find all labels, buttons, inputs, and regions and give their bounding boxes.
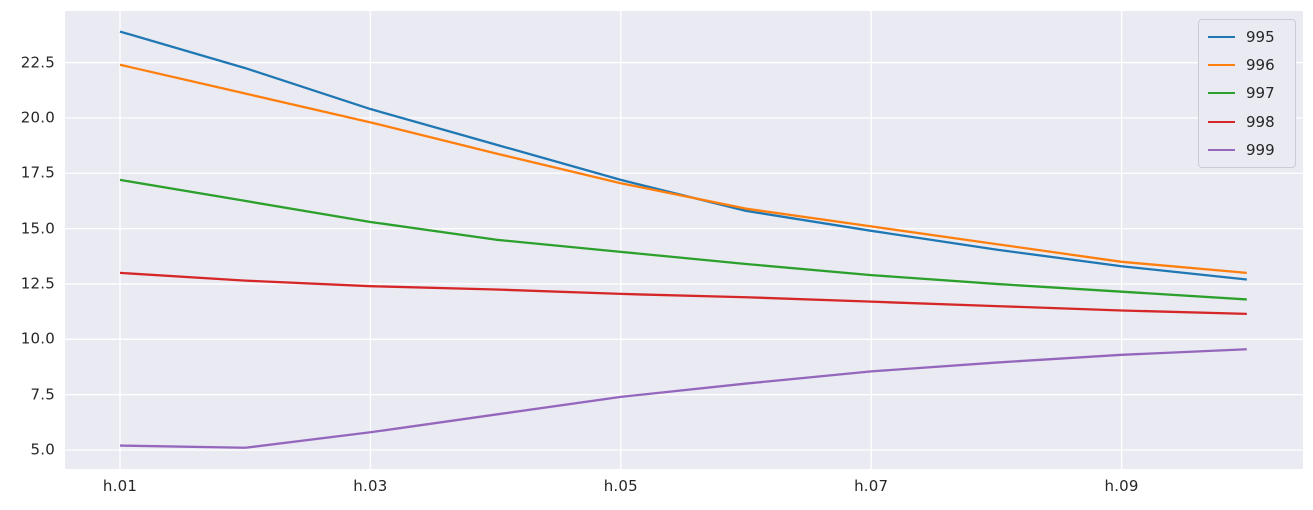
legend-line-sample-icon [1208, 120, 1235, 123]
legend-label: 999 [1246, 140, 1275, 159]
x-tick-label: h.07 [854, 477, 889, 495]
y-tick-label: 22.5 [20, 53, 55, 72]
legend-item-999: 999 [1208, 136, 1287, 164]
legend-label: 997 [1246, 84, 1275, 103]
legend-line-sample-icon [1208, 36, 1235, 39]
legend-line-sample-icon [1208, 148, 1235, 151]
plot-area [65, 11, 1303, 469]
x-tick-label: h.05 [603, 477, 638, 495]
legend: 995 996 997 998 999 [1198, 19, 1296, 168]
y-tick-label: 5.0 [30, 440, 55, 459]
y-tick-label: 17.5 [20, 163, 55, 182]
legend-item-997: 997 [1208, 79, 1287, 107]
y-tick-label: 10.0 [20, 329, 55, 348]
series-line-995 [119, 30, 1247, 281]
legend-item-995: 995 [1208, 23, 1287, 51]
y-tick-label: 12.5 [20, 274, 55, 293]
series-line-999 [119, 348, 1247, 449]
legend-line-sample-icon [1208, 64, 1235, 67]
legend-label: 998 [1246, 112, 1275, 131]
x-tick-label: h.03 [353, 477, 388, 495]
series-line-996 [119, 63, 1247, 275]
legend-item-998: 998 [1208, 108, 1287, 136]
series-line-997 [119, 178, 1247, 301]
series-line-998 [119, 271, 1247, 315]
legend-label: 996 [1246, 56, 1275, 75]
legend-item-996: 996 [1208, 51, 1287, 79]
x-tick-label: h.01 [102, 477, 138, 495]
y-tick-label: 15.0 [20, 219, 55, 238]
y-tick-label: 20.0 [20, 108, 55, 127]
chart-canvas [65, 11, 1303, 469]
legend-line-sample-icon [1208, 92, 1235, 95]
y-tick-label: 7.5 [30, 385, 55, 404]
x-tick-label: h.09 [1104, 477, 1139, 495]
legend-label: 995 [1246, 28, 1275, 47]
